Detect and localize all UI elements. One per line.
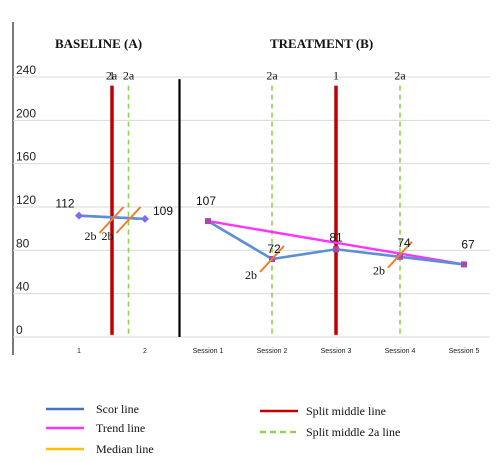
data-label: 67 [461,237,475,251]
data-label: 74 [397,236,411,250]
y-tick-label: 0 [16,323,23,337]
y-tick-label: 80 [16,236,30,250]
data-label: 107 [196,194,216,208]
legend-label: Split middle 2a line [306,425,400,439]
data-point-marker [141,214,149,223]
split-middle-2a-label: 2a [394,68,406,82]
data-label: 81 [329,230,343,244]
split-middle-label: 1 [109,68,115,82]
data-label: 72 [267,242,281,256]
split-middle-2a-label: 2a [106,68,118,82]
split-middle-2a-label: 2a [123,68,135,82]
x-tick-label: 2 [143,348,147,355]
score-line [78,214,146,221]
legend-label: Split middle line [306,404,386,418]
y-tick-label: 120 [16,193,36,207]
data-point-marker [461,261,467,268]
y-tick-label: 160 [16,150,36,164]
median-line-mark [115,206,142,234]
data-point-marker [333,246,339,253]
data-point-marker [397,253,403,260]
phase-label-baseline: BASELINE (A) [55,36,142,51]
phase-label-treatment: TREATMENT (B) [270,36,373,51]
y-tick-label: 40 [16,280,30,294]
data-point-marker [75,211,83,220]
legend-label: Scor line [96,402,139,416]
x-tick-label: Session 5 [449,348,480,355]
median-mark-label: 2b [85,229,97,243]
median-line-mark [98,206,125,234]
data-label: 112 [55,197,74,211]
median-mark-label: 2b [245,268,257,282]
data-point-marker [205,218,211,225]
y-tick-label: 200 [16,106,36,120]
legend-label: Trend line [96,421,145,435]
legend-label: Median line [96,442,154,456]
data-label: 109 [153,204,173,218]
x-tick-label: Session 4 [385,348,416,355]
median-mark-label: 2b [373,264,385,278]
median-mark-label: 2b [102,229,114,243]
split-middle-2a-label: 2a [266,68,278,82]
x-tick-label: 1 [77,348,81,355]
median-line-mark [259,245,285,273]
x-tick-label: Session 2 [257,348,288,355]
split-middle-label: 1 [333,68,339,82]
x-tick-label: Session 1 [193,348,224,355]
median-line-mark [387,240,413,269]
y-tick-label: 240 [16,63,36,77]
x-tick-label: Session 3 [321,348,352,355]
trend-line [207,219,465,266]
